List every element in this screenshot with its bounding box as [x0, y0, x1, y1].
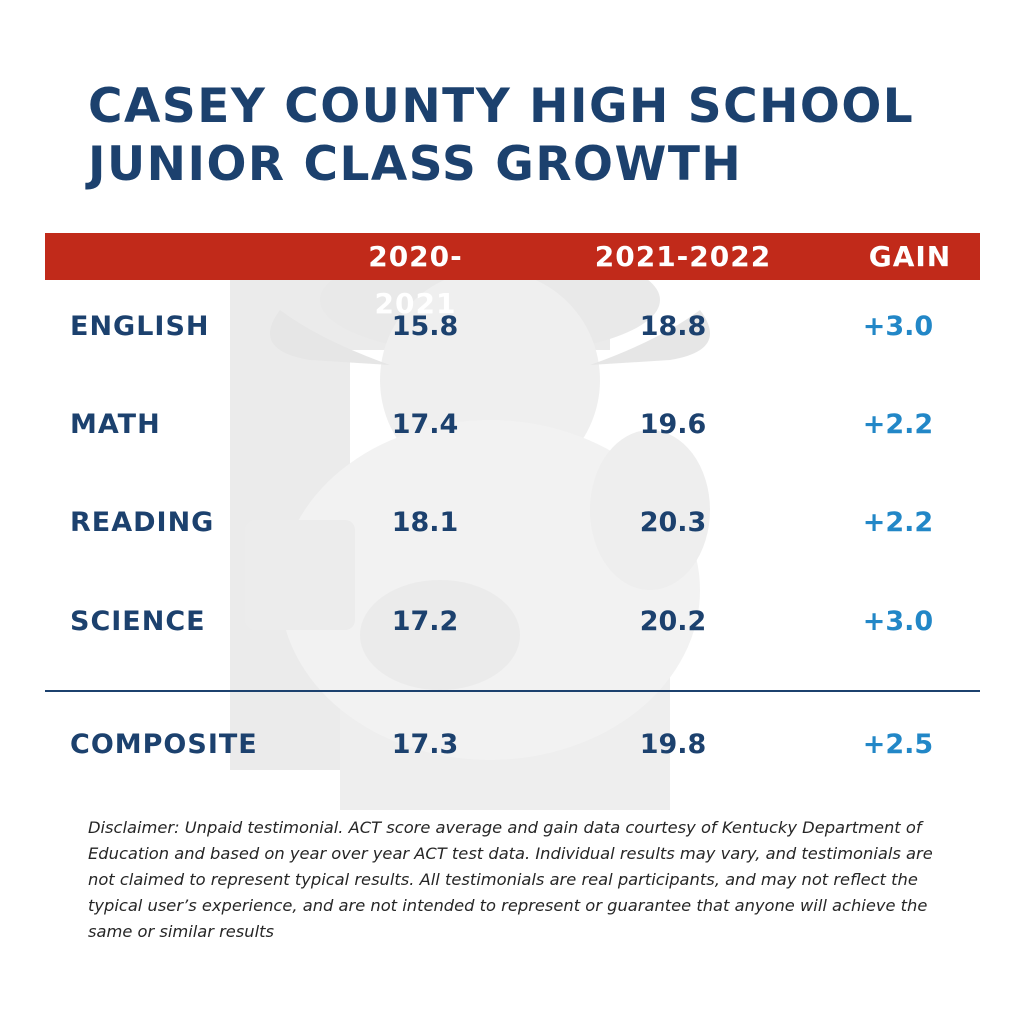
page-title: CASEY COUNTY HIGH SCHOOL JUNIOR CLASS GR…: [88, 78, 914, 194]
table-row-reading: READING 18.1 20.3 +2.2: [0, 501, 1024, 545]
disclaimer-text: Disclaimer: Unpaid testimonial. ACT scor…: [88, 818, 933, 941]
column-header-gain: GAIN: [868, 240, 952, 273]
table-row-composite: COMPOSITE 17.3 19.8 +2.5: [0, 723, 1024, 767]
table-row-math: MATH 17.4 19.6 +2.2: [0, 403, 1024, 447]
row-label: SCIENCE: [70, 606, 206, 637]
value-2020-2021: 15.8: [391, 311, 459, 342]
row-label: MATH: [70, 409, 161, 440]
value-2020-2021: 17.4: [391, 409, 459, 440]
title-line-1: CASEY COUNTY HIGH SCHOOL: [88, 79, 915, 134]
value-2021-2022: 19.6: [639, 409, 707, 440]
value-2021-2022: 20.3: [639, 507, 707, 538]
title-line-2: JUNIOR CLASS GROWTH: [88, 137, 743, 192]
row-label: READING: [70, 507, 215, 538]
value-2021-2022: 18.8: [639, 311, 707, 342]
column-header-2021-2022: 2021-2022: [594, 240, 772, 273]
column-header-2020-2021: 2020-2021: [368, 240, 463, 320]
value-2021-2022: 20.2: [639, 606, 707, 637]
value-2020-2021: 17.3: [391, 729, 459, 760]
value-2020-2021: 18.1: [391, 507, 459, 538]
value-gain: +3.0: [862, 311, 934, 342]
value-2020-2021: 17.2: [391, 606, 459, 637]
table-row-english: ENGLISH 15.8 18.8 +3.0: [0, 305, 1024, 349]
value-2021-2022: 19.8: [639, 729, 707, 760]
value-gain: +2.5: [862, 729, 934, 760]
value-gain: +2.2: [862, 409, 934, 440]
value-gain: +2.2: [862, 507, 934, 538]
row-label: ENGLISH: [70, 311, 210, 342]
mascot-watermark: [230, 245, 710, 810]
row-label: COMPOSITE: [70, 729, 258, 760]
table-header-bar: 2020-2021 2021-2022 GAIN: [45, 233, 980, 320]
value-gain: +3.0: [862, 606, 934, 637]
table-row-science: SCIENCE 17.2 20.2 +3.0: [0, 600, 1024, 644]
composite-divider: [45, 690, 980, 692]
